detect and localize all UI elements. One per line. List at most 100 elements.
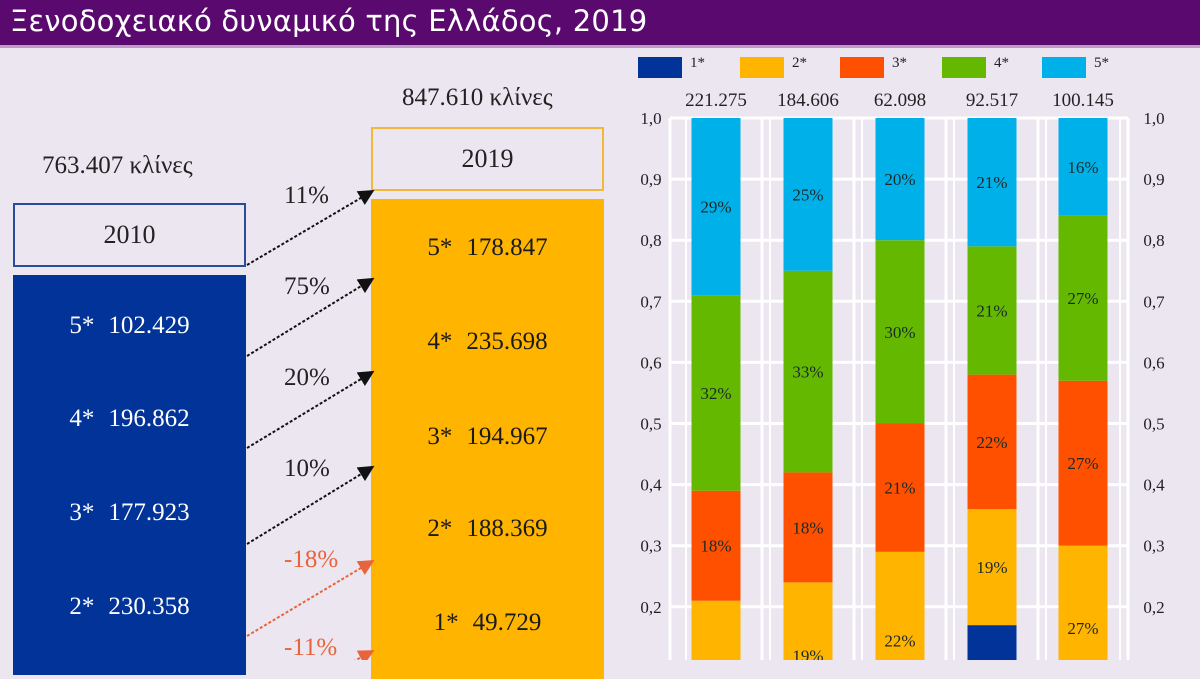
- legend-label: 2*: [792, 55, 807, 71]
- beds-value: 177.923: [108, 499, 190, 526]
- stars-label: 1*: [433, 609, 459, 636]
- legend-swatch: [1042, 57, 1086, 78]
- y-tick-label-right: 1,0: [1143, 109, 1164, 128]
- stacked-bar-chart: 1,0 1,0 0,9 0,9 0,8 0,8 0,7 0,7 0,6 0,6 0,5 0,5 0,4 0…: [640, 90, 1165, 660]
- bar-segment-3star: [967, 374, 1017, 510]
- arrow-5star: [246, 277, 375, 357]
- bar-data-label: 21%: [976, 301, 1007, 320]
- bar-segment-2star: [783, 582, 833, 660]
- category-label: 221.275: [685, 90, 747, 111]
- beds-value: 178.847: [466, 234, 548, 261]
- stars-label: 3*: [69, 499, 95, 526]
- bar-data-label: 27%: [1067, 619, 1098, 638]
- bar-data-label: 30%: [884, 323, 915, 342]
- bar-segment-3star: [691, 490, 741, 601]
- legend-label: 5*: [1094, 55, 1109, 71]
- bar-data-label: 22%: [884, 631, 915, 650]
- block-2019: 5* 178.847 4* 235.698 3* 194.967 2* 188.369 …: [371, 199, 604, 679]
- bar-data-label: 20%: [884, 170, 915, 189]
- bar-segment-5star: [691, 118, 741, 296]
- y-tick-label-left: 0,4: [640, 476, 662, 495]
- category-label: 184.606: [777, 90, 839, 111]
- row-2010-2star: 2* 230.358: [13, 593, 246, 621]
- year-box-2019: 2019: [371, 127, 604, 191]
- beds-value: 230.358: [108, 593, 190, 620]
- y-tick-label-left: 0,5: [640, 415, 661, 434]
- bar-data-label: 33%: [792, 363, 823, 382]
- arrow-3star: [246, 465, 375, 545]
- row-2010-5star: 5* 102.429: [13, 312, 246, 340]
- bar-segment-1star: [967, 625, 1017, 660]
- bar-data-label: 25%: [792, 185, 823, 204]
- bar-segment-5star: [875, 118, 925, 241]
- row-2019-3star: 3* 194.967: [371, 423, 604, 451]
- legend-label: 3*: [892, 55, 907, 71]
- bar-data-label: 18%: [700, 656, 731, 660]
- bar-data-label: 29%: [700, 198, 731, 217]
- bar-data-label: 22%: [976, 433, 1007, 452]
- stars-label: 4*: [69, 405, 95, 432]
- change-label-5star: 75%: [284, 273, 330, 300]
- total-2019: 847.610 κλίνες: [402, 84, 553, 111]
- stars-label: 5*: [427, 234, 453, 261]
- bar-data-label: 27%: [1067, 289, 1098, 308]
- arrow-1star: [353, 650, 375, 660]
- bar-data-label: 21%: [976, 173, 1007, 192]
- bar-segment-3star: [783, 472, 833, 583]
- bar-segment-3star: [1058, 380, 1108, 546]
- y-tick-label-right: 0,8: [1143, 231, 1164, 250]
- y-tick-label-right: 0,2: [1143, 598, 1164, 617]
- y-tick-label-left: 1,0: [640, 109, 661, 128]
- beds-value: 235.698: [466, 328, 548, 355]
- bar-data-label: 21%: [884, 479, 915, 498]
- category-label: 100.145: [1052, 90, 1114, 111]
- y-tick-label-right: 0,3: [1143, 537, 1164, 556]
- change-label-2star: -18%: [284, 546, 339, 573]
- row-2010-4star: 4* 196.862: [13, 405, 246, 433]
- legend-swatch: [638, 57, 682, 78]
- bar-segment-5star: [1058, 118, 1108, 216]
- change-arrows: [246, 189, 375, 660]
- category-label: 62.098: [874, 90, 926, 111]
- beds-value: 194.967: [466, 423, 548, 450]
- legend-swatch: [740, 57, 784, 78]
- row-2019-4star: 4* 235.698: [371, 328, 604, 356]
- legend-label: 1*: [690, 55, 705, 71]
- arrow-4star: [246, 370, 375, 449]
- beds-value: 49.729: [472, 609, 542, 636]
- beds-value: 188.369: [466, 515, 548, 542]
- category-label: 92.517: [966, 90, 1018, 111]
- bar-segment-3star: [875, 423, 925, 552]
- total-2010: 763.407 κλίνες: [42, 152, 193, 179]
- legend-swatch: [942, 57, 986, 78]
- bar-data-label: 32%: [700, 384, 731, 403]
- change-label-1star: -11%: [284, 634, 338, 661]
- row-2019-2star: 2* 188.369: [371, 515, 604, 543]
- row-2010-3star: 3* 177.923: [13, 499, 246, 527]
- row-2019-5star: 5* 178.847: [371, 234, 604, 262]
- y-tick-label-left: 0,9: [640, 170, 661, 189]
- change-label-3star: 10%: [284, 455, 330, 482]
- bar-data-label: 19%: [792, 647, 823, 660]
- bar-segment-5star: [967, 118, 1017, 247]
- row-2019-1star: 1* 49.729: [371, 609, 604, 637]
- y-tick-label-right: 0,4: [1143, 476, 1165, 495]
- title-bar: Ξενοδοχειακό δυναμικό της Ελλάδος, 2019: [0, 0, 1200, 48]
- y-tick-label-left: 0,6: [640, 353, 661, 372]
- y-tick-label-right: 0,7: [1143, 292, 1165, 311]
- bar-segment-4star: [1058, 215, 1108, 381]
- bar-segment-2star: [967, 509, 1017, 626]
- change-label-4star: 20%: [284, 364, 330, 391]
- year-box-2010: 2010: [13, 203, 246, 267]
- y-tick-label-right: 0,9: [1143, 170, 1164, 189]
- block-2010: 5* 102.429 4* 196.862 3* 177.923 2* 230.358: [13, 275, 246, 675]
- bar-segment-5star: [783, 118, 833, 271]
- legend-label: 4*: [994, 55, 1009, 71]
- legend-swatch: [840, 57, 884, 78]
- y-tick-label-left: 0,2: [640, 598, 661, 617]
- bar-segment-4star: [875, 240, 925, 424]
- bar-segment-4star: [691, 295, 741, 491]
- bar-data-label: 19%: [976, 558, 1007, 577]
- y-tick-label-right: 0,6: [1143, 353, 1164, 372]
- bar-data-label: 16%: [1067, 158, 1098, 177]
